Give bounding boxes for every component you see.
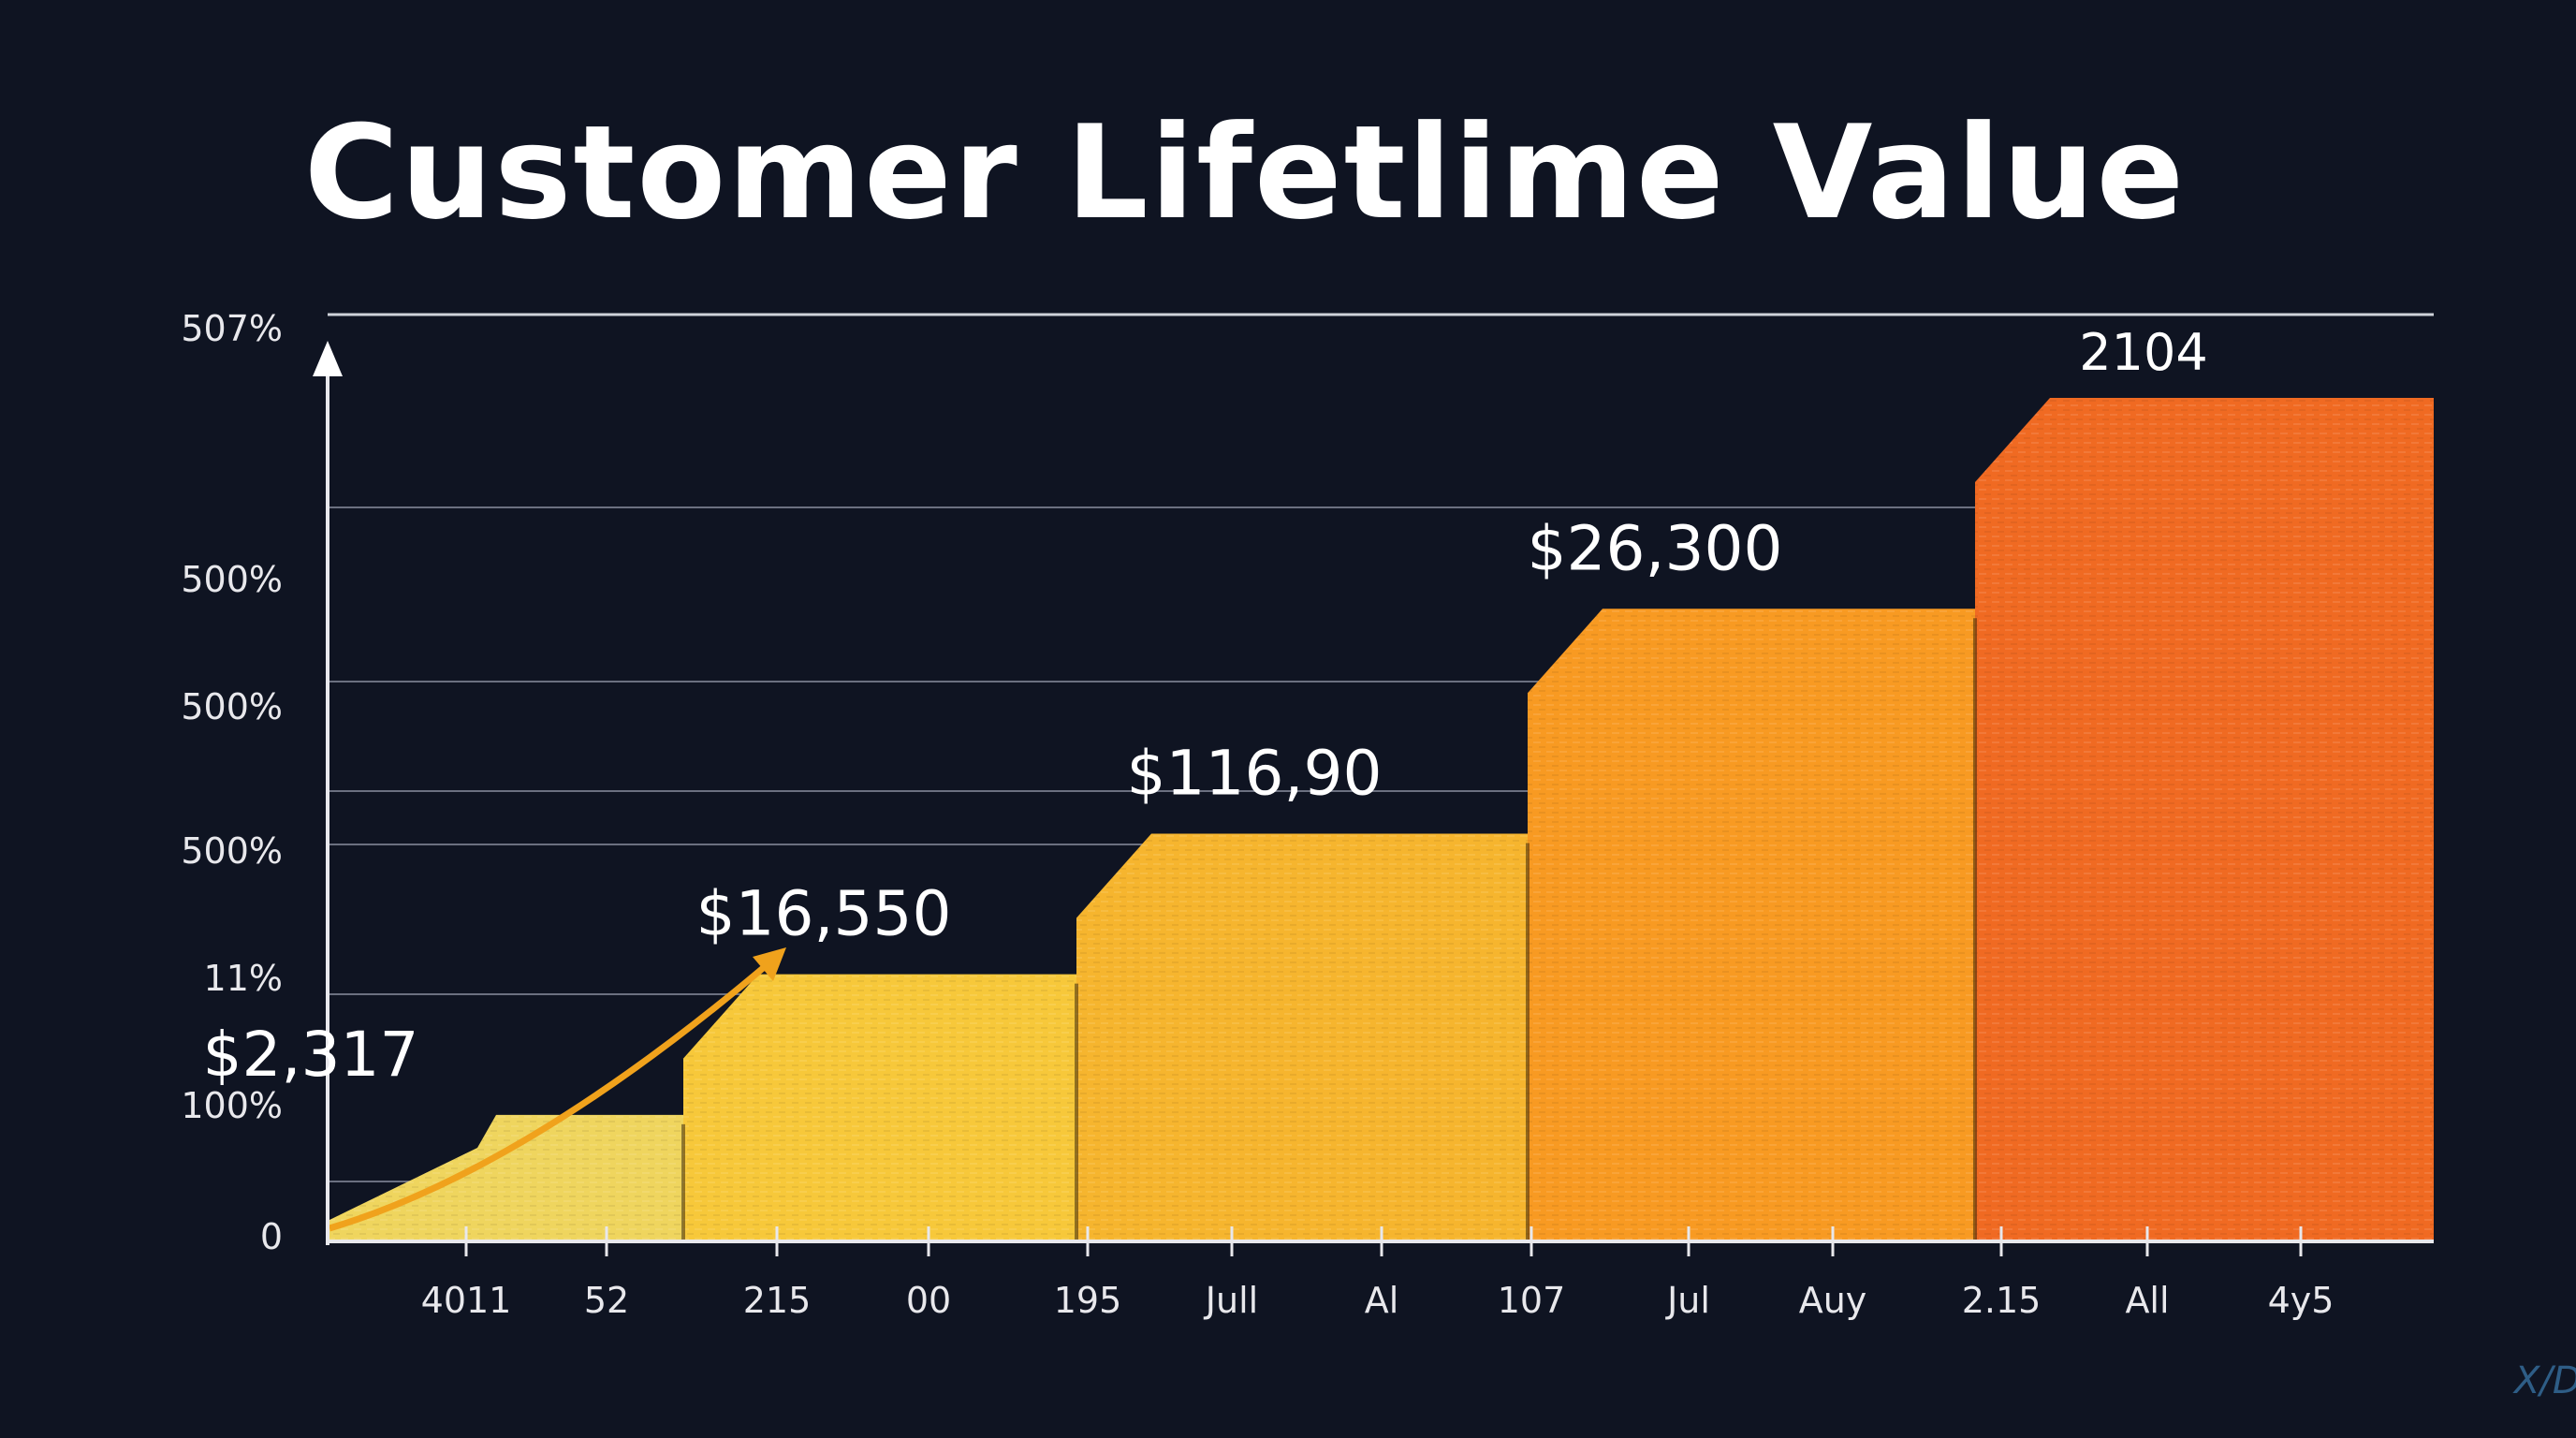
data-label: $2,317 <box>203 1019 419 1091</box>
y-tick-label: 0 <box>260 1216 283 1257</box>
x-tick-label: Al <box>1365 1280 1399 1321</box>
x-axis-ticks: 4011 52 215 00 195 Jull Al 107 Jul Auy 2.15 All 4y5 <box>421 1226 2334 1321</box>
data-labels: $2,317 $16,550 $116,90 $26,300 2104 <box>203 323 2208 1091</box>
data-label: $26,300 <box>1528 512 1783 584</box>
x-tick-label: Jul <box>1665 1280 1710 1321</box>
area-step-texture <box>1076 833 1528 1241</box>
area-step-texture <box>1528 609 1975 1241</box>
x-tick-label: 4y5 <box>2268 1280 2334 1321</box>
x-tick-label: 4011 <box>421 1280 512 1321</box>
area-step-texture <box>683 974 1076 1241</box>
y-tick-label: 11% <box>204 958 283 999</box>
x-tick-label: Auy <box>1799 1280 1867 1321</box>
data-label: $16,550 <box>696 878 952 950</box>
y-tick-label: 100% <box>181 1085 283 1126</box>
x-tick-label: 2.15 <box>1962 1280 2042 1321</box>
trend-arrow <box>328 947 786 1232</box>
watermark: X/D <box>2512 1359 2576 1402</box>
y-tick-label: 507% <box>181 308 283 349</box>
x-tick-label: 52 <box>584 1280 629 1321</box>
y-axis-arrow <box>313 341 343 376</box>
x-tick-label: All <box>2125 1280 2169 1321</box>
chart-title: Customer Lifetlime Value <box>304 97 2186 248</box>
y-tick-label: 500% <box>181 830 283 872</box>
y-axis-ticks: 0 100% 11% 500% 500% 500% 507% <box>181 308 283 1257</box>
data-label: $116,90 <box>1127 738 1383 810</box>
y-tick-label: 500% <box>181 686 283 727</box>
data-label: 2104 <box>2079 323 2207 382</box>
trend-arrow-line <box>328 961 770 1232</box>
x-tick-label: 107 <box>1498 1280 1566 1321</box>
y-tick-label: 500% <box>181 559 283 600</box>
area-step-texture <box>1975 398 2434 1241</box>
x-tick-label: 215 <box>743 1280 812 1321</box>
area-steps <box>328 398 2434 1241</box>
x-tick-label: Jull <box>1204 1280 1258 1321</box>
area-step-texture <box>328 1114 683 1241</box>
x-tick-label: 195 <box>1054 1280 1122 1321</box>
x-tick-label: 00 <box>906 1280 951 1321</box>
trend-arrow-head <box>753 947 786 981</box>
